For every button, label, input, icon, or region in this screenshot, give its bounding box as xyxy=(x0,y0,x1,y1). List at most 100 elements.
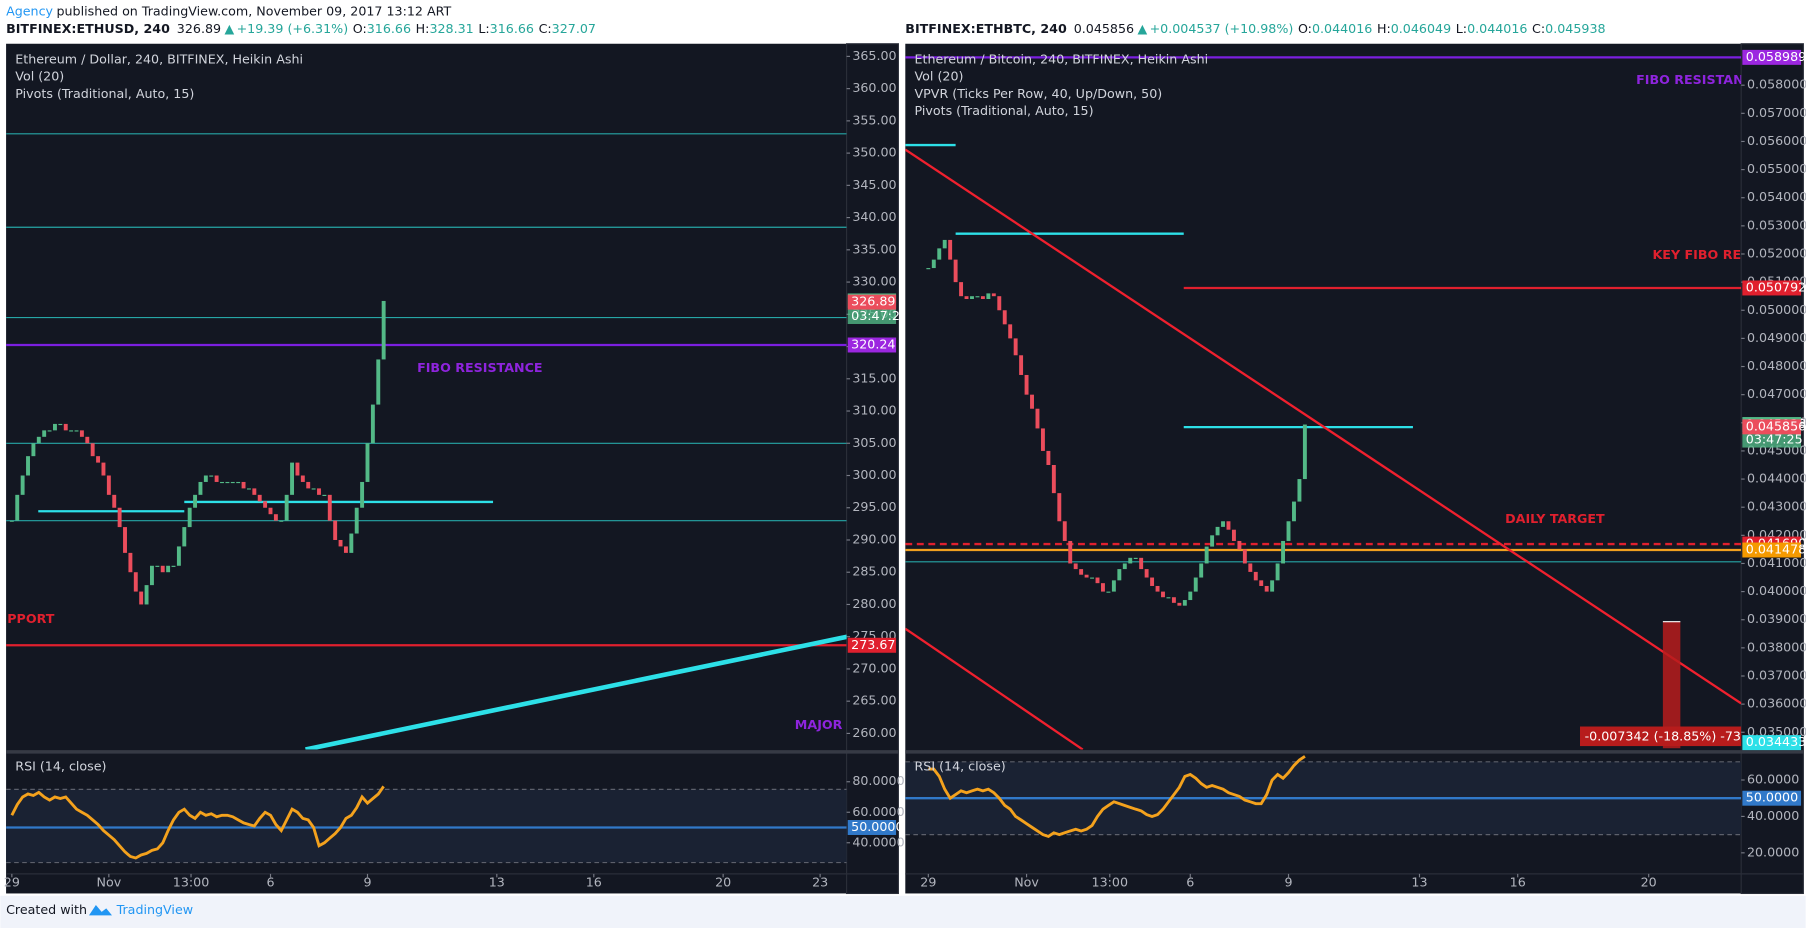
candle xyxy=(279,520,284,522)
y-tick-label: 0.040000 xyxy=(1747,583,1806,598)
y-tick-label: 0.056000 xyxy=(1747,133,1806,148)
ohlc-value: 0.046049 xyxy=(1391,20,1451,35)
y-tick-label: 0.047000 xyxy=(1747,386,1806,401)
x-tick-label: 23 xyxy=(812,875,828,890)
candle xyxy=(1090,577,1095,579)
candle xyxy=(96,456,101,463)
y-tick-label: 0.038000 xyxy=(1747,639,1806,654)
candle xyxy=(931,259,936,269)
candle xyxy=(959,282,964,297)
candle xyxy=(980,296,985,300)
candle xyxy=(1128,557,1133,564)
x-tick-label: 13 xyxy=(1411,875,1427,890)
candle xyxy=(15,494,20,521)
author[interactable]: Agency xyxy=(6,3,53,18)
candle xyxy=(1155,585,1160,592)
x-tick-label: 20 xyxy=(715,875,731,890)
y-tick-label: 0.053000 xyxy=(1747,217,1806,232)
candle xyxy=(273,514,278,521)
x-tick-label: Nov xyxy=(96,875,121,890)
indicator-label: Pivots (Traditional, Auto, 15) xyxy=(15,86,194,101)
candle xyxy=(300,475,305,482)
y-tick-label: 340.00 xyxy=(852,209,896,224)
price-tag xyxy=(847,637,897,653)
x-tick-label: 9 xyxy=(1284,875,1292,890)
candle xyxy=(376,359,381,405)
candle xyxy=(1008,324,1013,339)
footer-brand[interactable]: TradingView xyxy=(116,902,193,917)
candle xyxy=(997,296,1002,311)
candle xyxy=(230,481,235,484)
x-tick-label: 16 xyxy=(586,875,602,890)
price-tag xyxy=(847,337,897,353)
candle xyxy=(58,423,63,426)
ohlc-value: 328.31 xyxy=(429,20,473,35)
x-tick-label: 16 xyxy=(1510,875,1526,890)
price-tag-label: 326.89 xyxy=(851,294,895,309)
candle xyxy=(117,507,122,528)
x-tick-label: 13:00 xyxy=(173,875,209,890)
price-tag-label: 0.045856 xyxy=(1746,418,1806,433)
ohlc-value: 0.044016 xyxy=(1467,20,1527,35)
candle xyxy=(1292,501,1296,522)
annotation: KEY FIBO RESIS xyxy=(1653,247,1765,262)
candle xyxy=(1188,591,1193,601)
ohlc-value: 0.044016 xyxy=(1312,20,1372,35)
x-tick-label: 6 xyxy=(266,875,274,890)
price-tag xyxy=(1742,49,1802,65)
ohlc-key: L: xyxy=(478,20,489,35)
candle xyxy=(1150,577,1155,586)
symbol-line: BITFINEX:ETHBTC, 240 0.045856 ▲ +0.004537 (… xyxy=(905,20,1605,35)
candle xyxy=(106,475,111,495)
candle xyxy=(1057,493,1062,522)
candle xyxy=(198,481,203,495)
candle xyxy=(26,456,30,476)
annotation: MAJOR F xyxy=(795,717,856,732)
candle xyxy=(381,300,386,360)
y-tick-label: 300.00 xyxy=(852,467,896,482)
annotation: FIBO RESISTANCE xyxy=(417,360,542,375)
candle xyxy=(1046,450,1051,465)
annotation: DAILY TARGET xyxy=(1505,511,1605,526)
ohlc-key: O: xyxy=(353,20,367,35)
ohlc-key: O: xyxy=(1298,20,1312,35)
y-tick-label: 310.00 xyxy=(852,403,896,418)
rsi-line xyxy=(928,755,1306,839)
y-tick-label: 0.048000 xyxy=(1747,358,1806,373)
candle xyxy=(1253,571,1258,581)
price-tag-label: 0.058989 xyxy=(1746,49,1806,64)
y-tick-label: 315.00 xyxy=(852,370,896,385)
candle xyxy=(1073,563,1078,570)
candle xyxy=(1171,597,1176,603)
y-tick-label: 365.00 xyxy=(852,48,896,63)
price-tag-label: 273.67 xyxy=(851,637,895,652)
x-tick-label: 20 xyxy=(1641,875,1657,890)
candle xyxy=(370,404,375,444)
candle xyxy=(975,296,980,298)
tradingview-logo[interactable] xyxy=(88,904,113,916)
y-tick-label: 305.00 xyxy=(852,435,896,450)
change-arrow: ▲ xyxy=(225,20,235,35)
panes: BITFINEX:ETHUSD, 240 326.89 ▲ +19.39 (+6.31… xyxy=(4,20,1806,895)
candle xyxy=(349,533,354,553)
x-tick-label: 13 xyxy=(489,875,505,890)
trendline xyxy=(905,148,1742,705)
price-tag xyxy=(847,294,897,310)
x-tick-label: 29 xyxy=(920,875,936,890)
price-tag xyxy=(1742,542,1802,558)
y-tick-label: 295.00 xyxy=(852,499,896,514)
candle xyxy=(268,507,273,515)
symbol: BITFINEX:ETHUSD, 240 xyxy=(6,20,170,35)
y-tick-label: 0.050000 xyxy=(1747,302,1806,317)
y-tick-label: 290.00 xyxy=(852,531,896,546)
rsi-y-tick-label: 80.0000 xyxy=(852,773,904,788)
candle xyxy=(1264,585,1269,592)
candle xyxy=(69,430,74,432)
rsi-y-tick-label: 20.0000 xyxy=(1747,844,1799,859)
ohlc-value: 316.66 xyxy=(490,20,534,35)
candle xyxy=(1084,574,1089,578)
price-tag-label: 0.050792 xyxy=(1746,279,1806,294)
ohlc-key: C: xyxy=(1532,20,1545,35)
